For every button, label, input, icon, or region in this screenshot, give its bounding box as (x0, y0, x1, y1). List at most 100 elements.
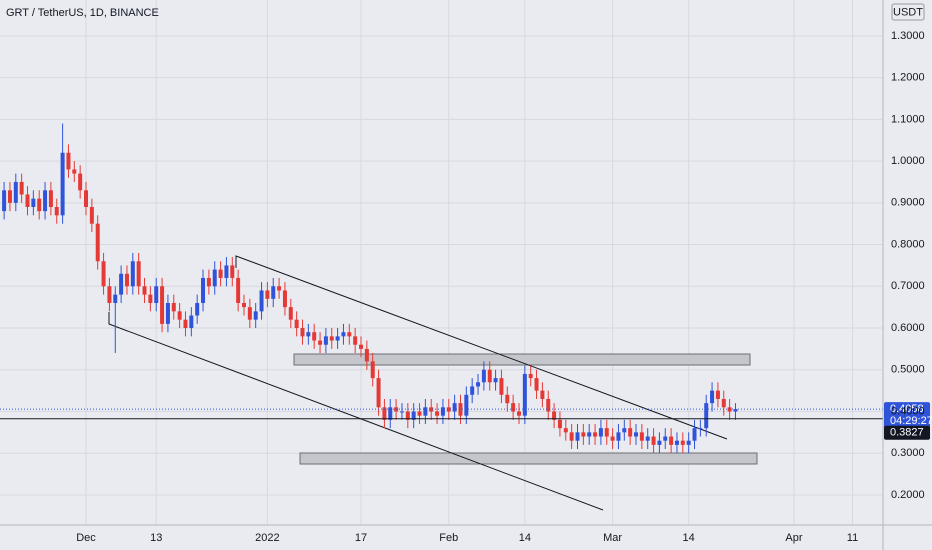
candle-body (546, 398, 551, 412)
candle-body (487, 369, 492, 383)
candle-body (669, 436, 674, 445)
candle-body (540, 390, 545, 399)
candle-body (423, 407, 428, 416)
candle-body (704, 403, 709, 429)
last-price-label: 0.4058 (890, 403, 924, 415)
candle-body (72, 169, 77, 174)
candle-body (253, 311, 258, 320)
candle-body (353, 336, 358, 345)
candle-body (692, 428, 697, 441)
candle-body (411, 411, 416, 420)
candle-body (382, 407, 387, 420)
x-tick-label: Apr (785, 532, 802, 544)
candle-body (312, 332, 317, 341)
candle-body (89, 206, 94, 224)
candle-body (113, 294, 118, 303)
candle-body (43, 190, 48, 212)
candle-body (481, 369, 486, 383)
candle-body (206, 277, 211, 287)
candle-body (142, 286, 147, 295)
candle-body (101, 261, 106, 287)
candle-body (511, 403, 516, 412)
candle-body (616, 432, 621, 441)
candle-body (224, 265, 229, 278)
candle-body (359, 344, 364, 349)
candle-body (183, 319, 188, 329)
candle-body (265, 290, 270, 299)
candle-body (663, 436, 668, 441)
candles (2, 123, 738, 454)
candle-body (622, 428, 627, 433)
level-price-box (884, 425, 930, 440)
candle-body (516, 411, 521, 416)
candle-body (733, 409, 738, 412)
candle-body (598, 428, 603, 437)
candle-body (136, 261, 141, 287)
last-price-box (884, 402, 930, 429)
candle-body (230, 265, 235, 278)
candle-body (493, 378, 498, 383)
candle-body (31, 198, 36, 207)
candle-body (686, 440, 691, 445)
candle-body (522, 373, 527, 416)
candle-body (259, 290, 264, 312)
candle-body (60, 152, 65, 216)
candle-body (277, 286, 282, 291)
x-tick-label: 14 (683, 532, 695, 544)
candle-body (628, 428, 633, 437)
y-tick-label: 0.8000 (891, 238, 925, 250)
candle-body (639, 432, 644, 441)
candle-body (247, 307, 252, 320)
candle-body (78, 173, 83, 191)
candle-body (651, 436, 656, 445)
trend-line (108, 312, 604, 511)
candle-body (458, 403, 463, 416)
candle-body (300, 328, 305, 337)
candle-body (13, 181, 18, 203)
candle-body (364, 348, 369, 362)
x-tick-label: Mar (603, 532, 622, 544)
candle-body (388, 407, 393, 420)
candle-body (417, 411, 422, 416)
candle-body (557, 419, 562, 429)
candle-body (66, 152, 71, 170)
candle-body (376, 378, 381, 408)
candle-body (710, 390, 715, 404)
candle-body (370, 361, 375, 379)
candle-body (19, 181, 24, 195)
candle-body (54, 206, 59, 216)
candle-body (335, 336, 340, 341)
candle-body (645, 436, 650, 441)
candle-body (130, 261, 135, 287)
candle-body (107, 286, 112, 303)
y-tick-label: 0.4000 (891, 405, 925, 417)
candle-body (470, 386, 475, 395)
candle-body (452, 403, 457, 412)
candle-body (569, 432, 574, 441)
candle-body (25, 194, 30, 207)
candle-body (657, 440, 662, 445)
candle-body (195, 302, 200, 316)
candle-body (95, 223, 100, 262)
candle-body (212, 269, 217, 287)
candle-body (440, 407, 445, 416)
candle-body (329, 336, 334, 341)
x-tick-label: 2022 (255, 532, 279, 544)
candle-body (698, 428, 703, 430)
candle-body (552, 411, 557, 420)
candle-body (160, 286, 165, 324)
x-tick-label: 11 (847, 532, 858, 544)
x-tick-label: 17 (355, 532, 367, 544)
candle-body (318, 340, 323, 345)
zone-box (299, 452, 758, 465)
candle-body (680, 440, 685, 445)
y-tick-label: 0.5000 (891, 364, 925, 376)
candle-body (347, 332, 352, 337)
candle-body (341, 332, 346, 337)
candle-body (37, 198, 42, 212)
candle-body (177, 311, 182, 320)
candle-body (124, 273, 129, 287)
currency-box (891, 3, 925, 21)
